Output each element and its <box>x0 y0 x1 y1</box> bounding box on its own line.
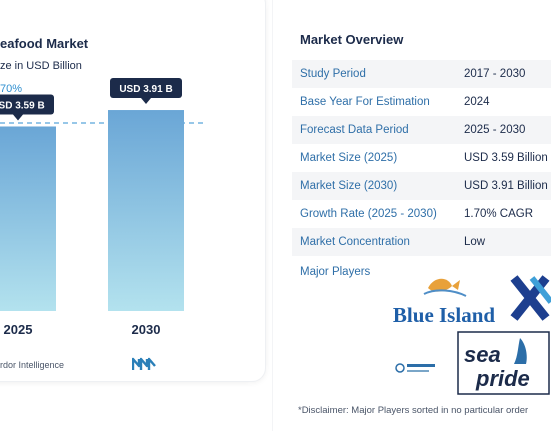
overview-row-label: Market Concentration <box>300 236 410 248</box>
data-label-box <box>110 78 182 99</box>
bar-chart: USD 3.59 B 2025 USD 3.91 B 2030 <box>0 78 206 337</box>
major-players-logos: Blue Island sea pride <box>388 268 551 396</box>
source-text: rdor Intelligence <box>0 360 65 370</box>
overview-row-label: Market Size (2030) <box>300 180 398 192</box>
svg-text:sea: sea <box>464 342 501 367</box>
overview-row-label: Growth Rate (2025 - 2030) <box>300 208 437 220</box>
overview-row-value: Low <box>464 236 486 248</box>
overview-row: Growth Rate (2025 - 2030) 1.70% CAGR <box>292 200 551 228</box>
overview-row: Market Concentration Low <box>292 228 551 256</box>
overview-row: Base Year For Estimation 2024 <box>292 88 551 116</box>
chart-title: eafood Market <box>0 36 89 51</box>
panel-divider <box>272 0 273 431</box>
overview-row-value: 2017 - 2030 <box>464 68 526 80</box>
logo-sea-pride: sea pride <box>456 330 551 396</box>
mordor-logo-icon <box>132 357 156 370</box>
bar-2025 <box>0 126 56 312</box>
chart-subtitle: ze in USD Billion <box>0 60 82 72</box>
logo-oman-fisheries <box>388 344 454 396</box>
x-tick-label: 2025 <box>4 322 33 337</box>
data-label: USD 3.91 B <box>119 84 172 95</box>
x-tick-label: 2030 <box>132 322 161 337</box>
data-label-pointer <box>13 114 23 121</box>
sail-icon: sea pride <box>457 331 550 395</box>
svg-text:pride: pride <box>475 366 530 391</box>
overview-row-label: Base Year For Estimation <box>300 96 430 108</box>
overview-row: Market Size (2025) USD 3.59 Billion <box>292 144 551 172</box>
overview-row: Study Period 2017 - 2030 <box>292 60 551 88</box>
overview-row-value: USD 3.91 Billion <box>464 180 548 192</box>
overview-row-value: USD 3.59 Billion <box>464 152 548 164</box>
overview-row-value: 2024 <box>464 96 490 108</box>
overview-row-value: 1.70% CAGR <box>464 208 534 220</box>
data-label: USD 3.59 B <box>0 100 45 111</box>
data-label-box <box>0 94 54 115</box>
fish-icon: Blue Island <box>393 278 495 327</box>
cagr-text: 70% <box>0 83 23 95</box>
overview-title: Market Overview <box>300 32 404 47</box>
overview-row-value: 2025 - 2030 <box>464 124 526 136</box>
major-players-label: Major Players <box>300 266 371 278</box>
x-mark-icon <box>510 275 551 321</box>
overview-row-label: Market Size (2025) <box>300 152 398 164</box>
svg-text:Blue Island: Blue Island <box>393 303 495 327</box>
disclaimer: *Disclaimer: Major Players sorted in no … <box>298 405 529 416</box>
overview-table: Study Period 2017 - 2030 Base Year For Est… <box>292 60 551 256</box>
overview-row-label: Forecast Data Period <box>300 124 409 136</box>
overview-row-label: Study Period <box>300 68 366 80</box>
bar-2030 <box>108 110 184 311</box>
logo-partial-x <box>502 268 551 330</box>
data-label-pointer <box>141 98 151 105</box>
overview-row: Forecast Data Period 2025 - 2030 <box>292 116 551 144</box>
overview-row: Market Size (2030) USD 3.91 Billion <box>292 172 551 200</box>
logo-blue-island: Blue Island <box>388 268 500 330</box>
oman-fisheries-icon <box>395 363 435 373</box>
